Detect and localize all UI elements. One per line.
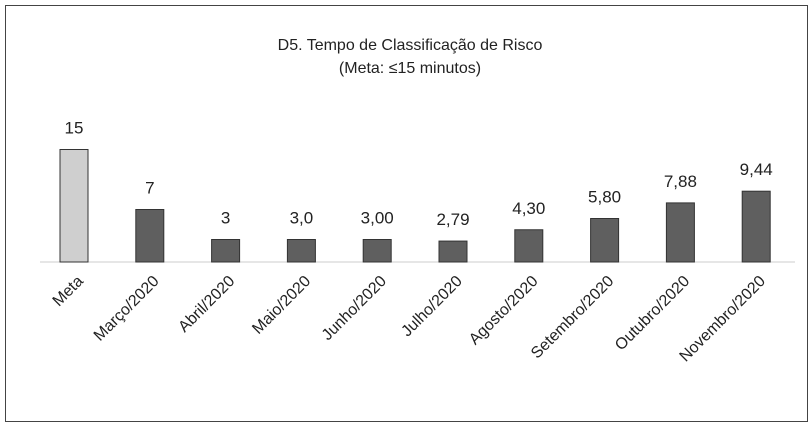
bar (286, 239, 316, 263)
value-label: 7,88 (664, 172, 697, 191)
bar (741, 190, 771, 263)
bar (590, 218, 620, 263)
chart-title: D5. Tempo de Classificação de Risco (278, 37, 543, 54)
x-tick-label: Junho/2020 (319, 273, 390, 344)
x-tick-label: Julho/2020 (398, 273, 465, 340)
x-tick-label: Meta (50, 273, 87, 310)
bar (438, 240, 468, 263)
bar (514, 229, 544, 263)
x-tick-label: Maio/2020 (249, 273, 314, 338)
x-tick-label: Setembro/2020 (528, 273, 617, 362)
x-tick-label: Outubro/2020 (612, 273, 693, 354)
bar (665, 202, 695, 263)
value-label: 9,44 (740, 160, 773, 179)
bar (211, 239, 241, 263)
x-tick-label: Agosto/2020 (466, 273, 542, 349)
value-label: 2,79 (436, 210, 469, 229)
bar (362, 239, 392, 263)
value-label: 5,80 (588, 188, 621, 207)
value-label: 7 (145, 179, 154, 198)
value-label: 3 (221, 209, 230, 228)
x-tick-label: Abril/2020 (175, 273, 238, 336)
bar (135, 209, 165, 263)
value-label: 3,00 (361, 209, 394, 228)
chart-border (5, 5, 808, 422)
bar (59, 149, 89, 263)
x-tick-label: Março/2020 (91, 273, 163, 345)
value-label: 4,30 (512, 199, 545, 218)
value-label: 3,0 (290, 209, 314, 228)
value-label: 15 (65, 119, 84, 138)
chart-subtitle: (Meta: ≤15 minutos) (339, 60, 481, 77)
